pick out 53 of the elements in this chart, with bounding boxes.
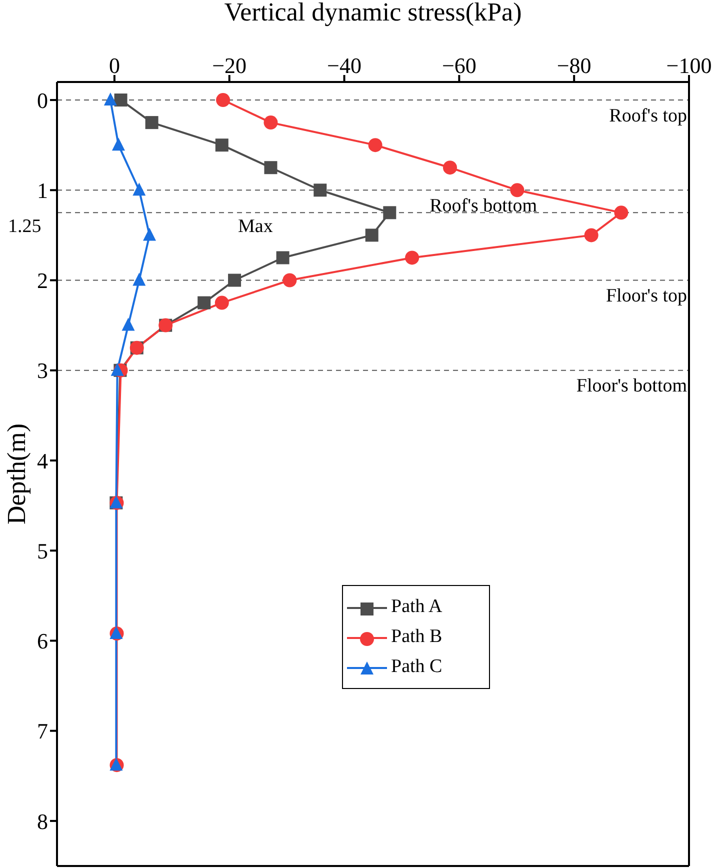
y-axis-title: Depth(m)	[2, 423, 32, 525]
point	[216, 93, 230, 108]
point	[114, 94, 128, 107]
x-tick-label: −100	[666, 53, 712, 78]
point	[122, 318, 135, 331]
y-tick-label: 1	[37, 178, 48, 203]
ref-line-label: Roof's bottom	[430, 195, 538, 216]
y-tick-label: 5	[37, 538, 48, 564]
point	[368, 138, 382, 152]
point	[442, 160, 457, 175]
x-tick-label: −40	[327, 53, 362, 78]
point	[510, 183, 524, 198]
legend-label: Path B	[391, 626, 442, 647]
point	[276, 251, 290, 264]
x-tick-label: 0	[108, 53, 120, 78]
ref-line-label: Floor's top	[606, 286, 687, 307]
point	[132, 182, 146, 196]
y-tick-label: 0	[37, 88, 48, 113]
point	[383, 206, 396, 220]
annotation: Max	[238, 216, 273, 238]
point	[145, 116, 158, 130]
y-tick-label: 8	[37, 808, 48, 834]
y-tick-label: 2	[37, 268, 48, 294]
point	[614, 206, 628, 220]
point	[198, 296, 211, 310]
legend-label: Path A	[391, 596, 442, 617]
y-tick-label: 7	[37, 718, 48, 744]
y-tick-label: 6	[37, 628, 48, 654]
point	[584, 228, 598, 242]
x-tick-label: −60	[442, 53, 476, 78]
point	[110, 362, 124, 376]
x-axis-title: Vertical dynamic stress(kPa)	[224, 0, 522, 26]
point	[314, 184, 327, 197]
point	[215, 138, 228, 152]
point	[264, 116, 278, 130]
legend-label: Path C	[391, 656, 442, 677]
x-tick-label: −20	[212, 53, 247, 78]
x-tick-label: −80	[556, 53, 592, 78]
y-tick-label: 4	[37, 448, 48, 474]
y-tick-label: 3	[37, 358, 48, 384]
text: 1.25	[8, 216, 42, 238]
ref-line-label: Floor's bottom	[576, 376, 688, 397]
point	[365, 228, 378, 242]
point	[282, 273, 297, 288]
point	[405, 250, 420, 265]
point	[104, 92, 117, 106]
ref-line-label: Roof's top	[609, 105, 687, 126]
point	[214, 296, 229, 310]
point	[228, 274, 242, 287]
point	[112, 138, 125, 151]
point	[132, 272, 146, 286]
point	[264, 161, 278, 174]
point	[143, 228, 156, 241]
